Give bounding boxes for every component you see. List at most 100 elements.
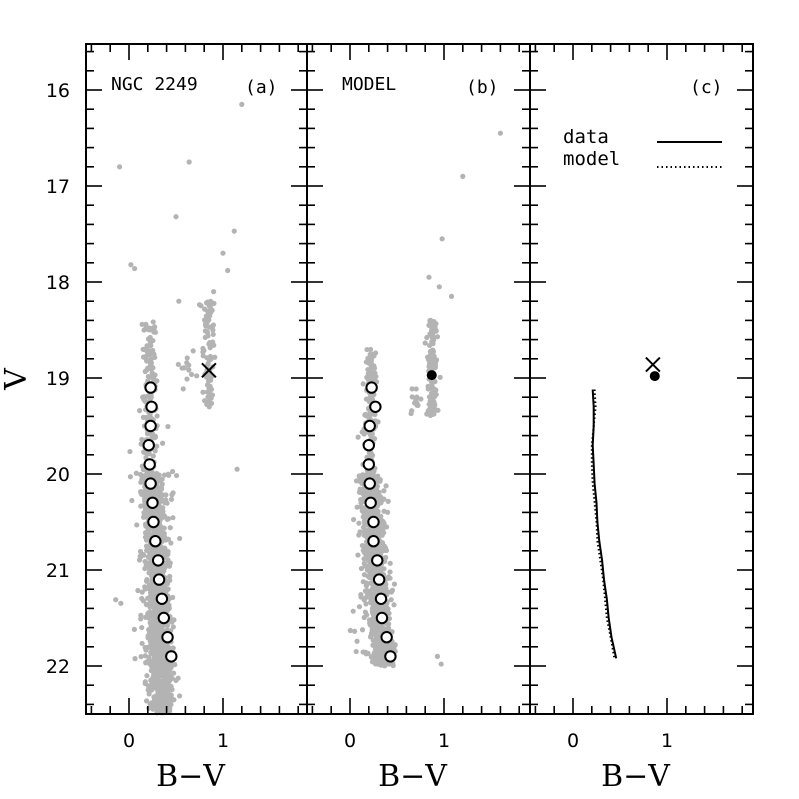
star-point [136,557,143,563]
star-point [371,651,377,657]
fiducial-point [362,458,375,471]
star-point [373,627,379,633]
star-point [154,378,160,384]
star-point [176,693,183,699]
star-point [166,563,173,569]
star-point [204,362,211,368]
star-point [369,411,375,417]
star-point [140,598,147,604]
star-point [354,504,360,510]
star-point [149,687,155,693]
star-point [127,474,134,480]
star-point [155,653,161,659]
star-point [366,450,373,456]
star-point [152,324,158,330]
star-point [161,549,167,555]
star-point [427,320,433,326]
star-point [162,644,168,650]
star-point [413,397,419,403]
star-point [196,302,203,308]
star-point [168,540,174,546]
star-point [497,130,503,136]
star-point [431,394,438,400]
star-point [186,367,192,373]
star-point [149,621,155,627]
star-point [159,476,165,482]
model-line [590,389,616,659]
fiducial-point [165,650,178,663]
star-point [372,646,379,652]
star-point [202,334,208,340]
star-point [141,327,147,333]
star-point [347,627,353,634]
star-point [377,545,383,551]
star-point [356,473,362,479]
star-point [188,371,195,378]
star-point [388,589,395,595]
cross-marker [645,356,661,373]
fiducial-point [151,554,165,567]
star-point [170,515,176,521]
star-point [206,356,212,363]
star-point [186,362,192,368]
star-point [154,700,160,706]
star-point [173,677,179,684]
star-point [150,706,156,712]
star-point [135,587,141,594]
star-point [154,443,160,449]
star-point [211,300,217,306]
star-point [380,522,386,529]
star-point [370,547,377,553]
star-point [368,393,374,399]
star-point [377,478,383,484]
star-point [206,302,212,308]
fiducial-point [155,592,169,605]
star-point [361,510,367,516]
star-point [205,394,211,400]
star-point [134,522,140,528]
fiducial-point [362,439,375,452]
star-point [212,354,218,360]
x-axis-label-b: B−V [378,759,448,794]
panel-c-legend: data model [563,126,722,170]
star-point [173,472,180,479]
star-point [157,512,163,519]
panel-a-title: NGC 2249 [111,74,198,95]
star-point [133,470,139,476]
star-point [208,386,215,392]
star-point [151,329,157,335]
y-axis-label: V [0,367,34,391]
fiducial-point [364,496,377,509]
star-point [364,346,370,353]
star-point [369,627,375,633]
star-point [154,413,160,419]
star-point [363,359,369,365]
star-point [152,433,159,440]
star-point [225,267,231,274]
star-point [362,588,369,594]
star-point [148,415,154,421]
star-point [358,592,364,598]
cross-marker [201,362,217,379]
star-point [163,537,169,543]
star-point [173,214,179,220]
fiducial-point [142,439,155,452]
star-point [127,448,133,455]
star-point [427,342,433,349]
star-point [381,496,387,502]
star-point [424,334,430,341]
star-point [429,358,435,364]
fiducial-point [144,419,157,433]
star-point [431,406,437,413]
fiducial-point [365,381,378,394]
star-point [129,497,135,504]
star-point [356,532,362,538]
star-point [148,337,154,343]
panel-c-ticks [530,44,753,714]
star-point [368,357,375,363]
x-tick-labels: 0 1 0 1 0 1 [123,730,673,752]
star-point [361,492,367,499]
x-tick-label: 1 [217,730,229,752]
star-point [141,491,148,498]
star-point [170,594,176,601]
